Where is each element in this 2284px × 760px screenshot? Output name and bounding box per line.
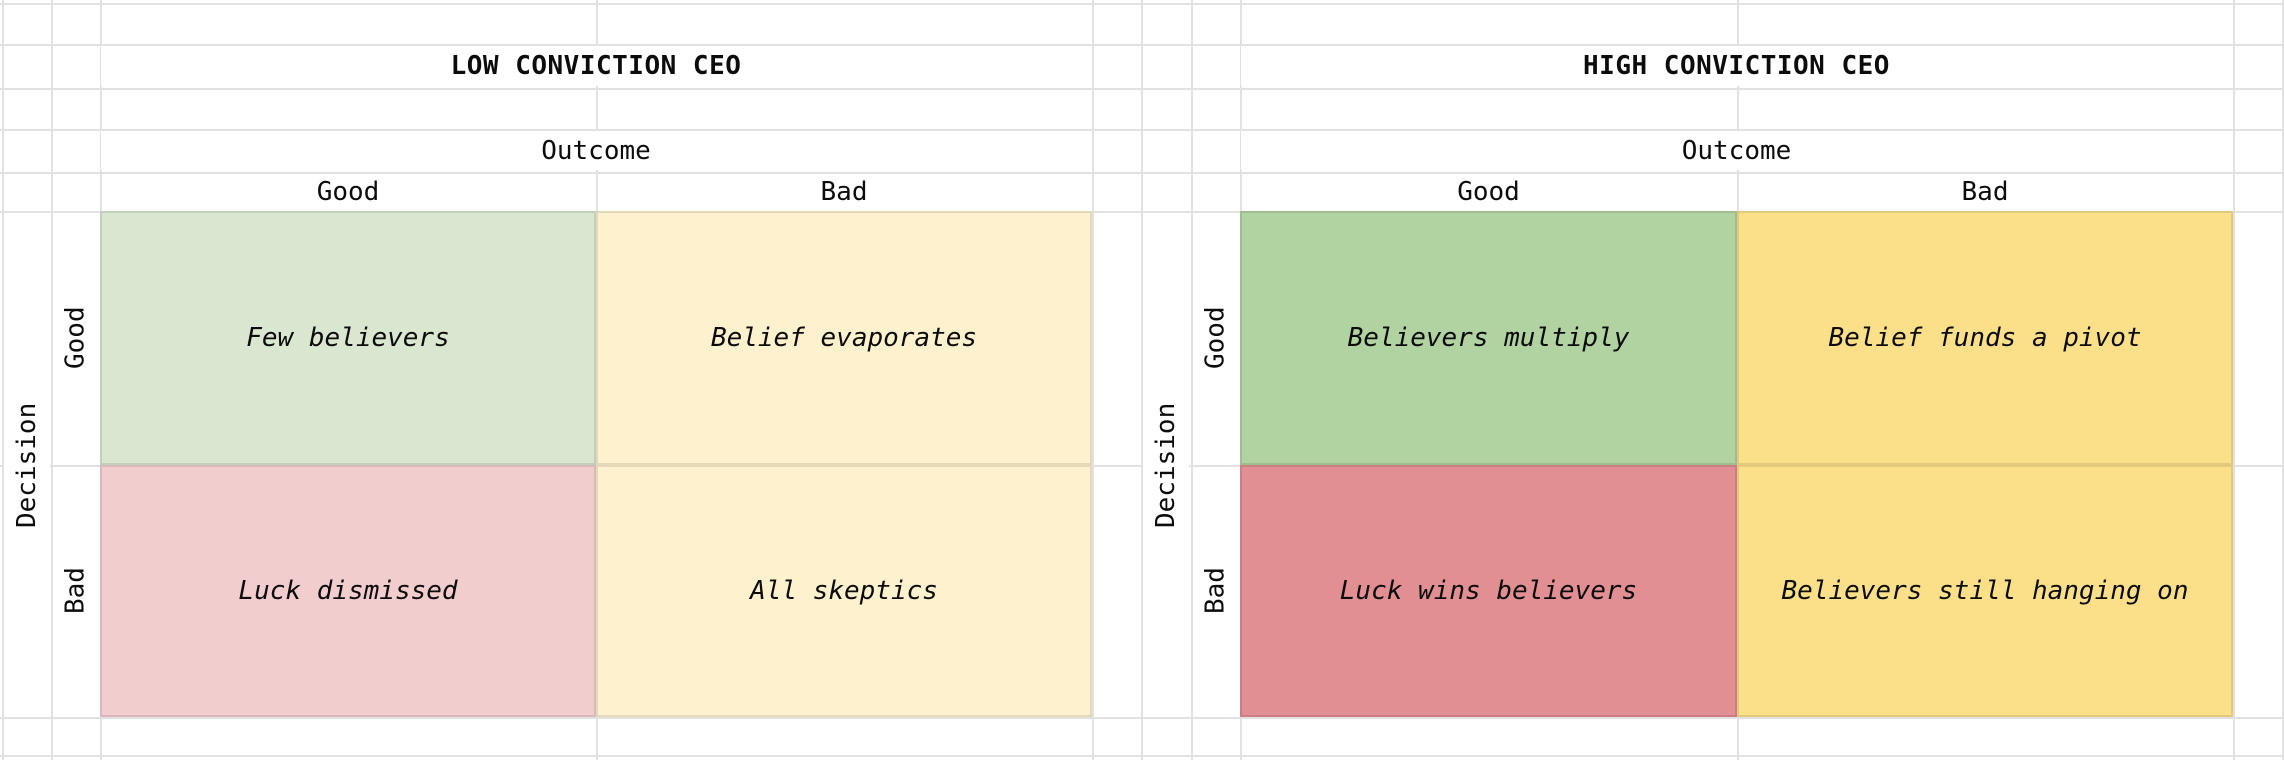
outcome-axis-label: Outcome	[1241, 131, 2232, 170]
col-header-bad: Bad	[1961, 176, 2009, 207]
matrix-cell-good-good: Few believers	[100, 211, 596, 465]
matrix-cell-good-bad: Belief funds a pivot	[1737, 211, 2233, 465]
gridline-horizontal	[0, 88, 2284, 90]
gridline-vertical	[1141, 0, 1143, 760]
matrix-title-high-conviction: HIGH CONVICTION CEO	[1241, 46, 2232, 86]
decision-axis-label: Decision	[4, 380, 50, 550]
matrix-cell-good-good: Believers multiply	[1240, 211, 1737, 465]
row-header-bad: Bad	[60, 567, 91, 615]
gridline-vertical	[2282, 0, 2284, 760]
col-header-bad: Bad	[820, 176, 868, 207]
gridline-vertical	[2233, 0, 2235, 760]
gridline-horizontal	[0, 465, 2284, 467]
gridline-horizontal	[0, 3, 2284, 5]
row-header-good: Good	[1200, 306, 1231, 370]
gridline-horizontal	[0, 755, 2284, 757]
row-header-good: Good	[60, 306, 91, 370]
matrix-cell-bad-bad: All skeptics	[596, 465, 1092, 717]
gridline-horizontal	[0, 717, 2284, 719]
low-conviction-matrix: Few believers Belief evaporates Luck dis…	[100, 211, 1092, 717]
gridline-vertical	[2, 0, 4, 760]
outcome-axis-label: Outcome	[101, 131, 1091, 170]
decision-axis-label: Decision	[1143, 380, 1189, 550]
gridline-vertical	[1092, 0, 1094, 760]
matrix-cell-bad-good: Luck wins believers	[1240, 465, 1737, 717]
gridline-horizontal	[0, 172, 2284, 174]
gridline-horizontal	[0, 211, 2284, 213]
col-header-good: Good	[1457, 176, 1520, 207]
col-header-good: Good	[316, 176, 380, 207]
matrix-cell-good-bad: Belief evaporates	[596, 211, 1092, 465]
matrix-cell-bad-bad: Believers still hanging on	[1737, 465, 2233, 717]
gridline-vertical	[1191, 0, 1193, 760]
row-header-bad: Bad	[1200, 567, 1231, 615]
gridline-vertical	[51, 0, 53, 760]
matrix-title-low-conviction: LOW CONVICTION CEO	[101, 46, 1091, 86]
high-conviction-matrix: Believers multiply Belief funds a pivot …	[1240, 211, 2233, 717]
gridline-horizontal	[0, 44, 2284, 46]
gridline-horizontal	[0, 129, 2284, 131]
matrix-cell-bad-good: Luck dismissed	[100, 465, 596, 717]
